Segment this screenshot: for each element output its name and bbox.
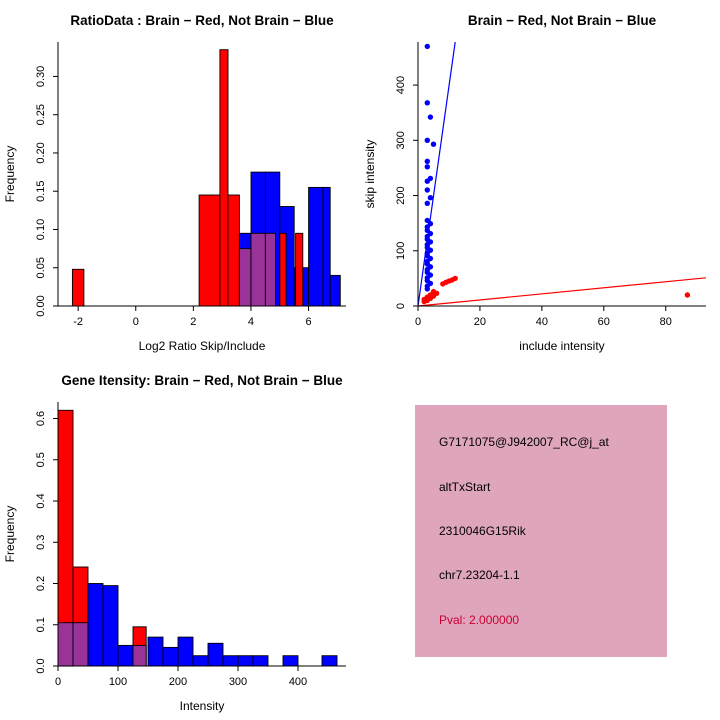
svg-text:0.30: 0.30 xyxy=(35,66,47,87)
svg-text:80: 80 xyxy=(660,316,672,328)
locus-text: chr7.23204-1.1 xyxy=(439,568,520,583)
svg-text:0.2: 0.2 xyxy=(35,576,47,591)
svg-text:Gene Itensity: Brain − Red, No: Gene Itensity: Brain − Red, Not Brain − … xyxy=(61,373,343,388)
panel-intensity-scatter: 0 20 40 60 80 0 100 200 300 400 Brain − Red, Not B… xyxy=(360,0,720,360)
svg-text:0.3: 0.3 xyxy=(35,535,47,550)
svg-text:0: 0 xyxy=(133,316,139,328)
panel-info: G7171075@J942007_RC@j_at altTxStart 2310… xyxy=(360,360,720,720)
svg-text:0: 0 xyxy=(415,316,421,328)
svg-text:0.6: 0.6 xyxy=(35,411,47,426)
svg-text:0.5: 0.5 xyxy=(35,452,47,467)
pval-text: Pval: 2.000000 xyxy=(439,612,520,627)
svg-text:20: 20 xyxy=(474,316,486,328)
svg-text:0.05: 0.05 xyxy=(35,257,47,278)
info-box: G7171075@J942007_RC@j_at altTxStart 2310… xyxy=(415,405,667,657)
ratio-histogram-chart: -2 0 2 4 6 0.00 0.05 0.10 0.15 0.20 0.25 0.30 RatioD… xyxy=(0,0,360,360)
svg-text:0.0: 0.0 xyxy=(35,658,47,673)
svg-text:300: 300 xyxy=(395,131,407,149)
svg-text:Intensity: Intensity xyxy=(180,699,225,713)
svg-text:0.4: 0.4 xyxy=(35,493,47,508)
svg-text:include intensity: include intensity xyxy=(519,339,604,353)
svg-text:6: 6 xyxy=(305,316,311,328)
svg-text:0.10: 0.10 xyxy=(35,219,47,240)
svg-text:skip intensity: skip intensity xyxy=(363,140,377,209)
svg-text:200: 200 xyxy=(395,186,407,204)
svg-text:4: 4 xyxy=(248,316,254,328)
svg-text:Brain − Red, Not Brain − Blue: Brain − Red, Not Brain − Blue xyxy=(468,13,657,28)
svg-text:200: 200 xyxy=(169,676,187,688)
svg-text:300: 300 xyxy=(229,676,247,688)
svg-text:0.00: 0.00 xyxy=(35,295,47,316)
svg-text:Frequency: Frequency xyxy=(3,506,17,563)
svg-text:2: 2 xyxy=(190,316,196,328)
svg-text:0.1: 0.1 xyxy=(35,617,47,632)
probe-id-text: G7171075@J942007_RC@j_at xyxy=(439,435,609,450)
panel-ratio-histogram: -2 0 2 4 6 0.00 0.05 0.10 0.15 0.20 0.25 0.30 RatioD… xyxy=(0,0,360,360)
svg-text:60: 60 xyxy=(598,316,610,328)
svg-text:Log2 Ratio Skip/Include: Log2 Ratio Skip/Include xyxy=(139,339,266,353)
svg-text:100: 100 xyxy=(395,242,407,260)
svg-text:0.25: 0.25 xyxy=(35,104,47,125)
svg-text:0: 0 xyxy=(55,676,61,688)
svg-text:0.20: 0.20 xyxy=(35,142,47,163)
intensity-scatter-chart: 0 20 40 60 80 0 100 200 300 400 Brain − Red, Not B… xyxy=(360,0,720,360)
svg-text:400: 400 xyxy=(395,76,407,94)
svg-text:100: 100 xyxy=(109,676,127,688)
svg-text:RatioData : Brain − Red, Not B: RatioData : Brain − Red, Not Brain − Blu… xyxy=(70,13,334,28)
panel-gene-intensity-histogram: 0 100 200 300 400 0.0 0.1 0.2 0.3 0.4 0.5 0.6 Gene I… xyxy=(0,360,360,720)
svg-text:0: 0 xyxy=(395,303,407,309)
splice-event-type-text: altTxStart xyxy=(439,479,491,494)
svg-text:Frequency: Frequency xyxy=(3,146,17,203)
svg-text:400: 400 xyxy=(289,676,307,688)
svg-text:40: 40 xyxy=(536,316,548,328)
gene-intensity-histogram-chart: 0 100 200 300 400 0.0 0.1 0.2 0.3 0.4 0.5 0.6 Gene I… xyxy=(0,360,360,720)
svg-text:0.15: 0.15 xyxy=(35,181,47,202)
svg-text:-2: -2 xyxy=(73,316,83,328)
gene-symbol-text: 2310046G15Rik xyxy=(439,523,526,538)
